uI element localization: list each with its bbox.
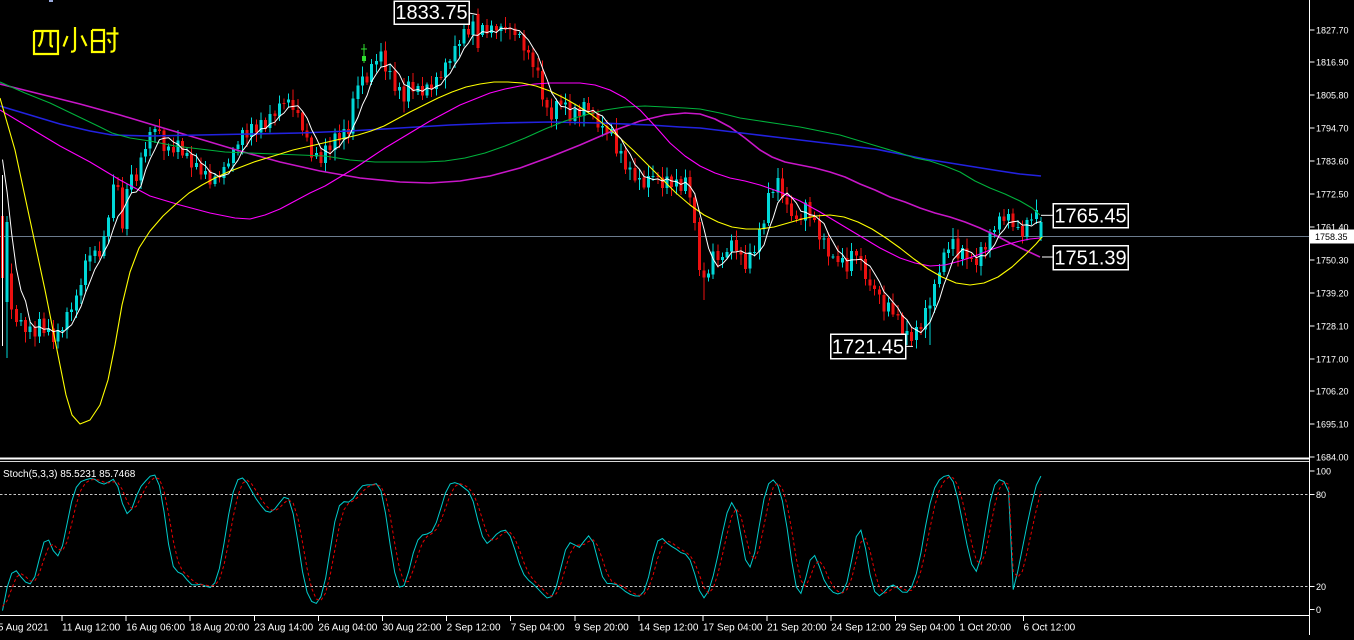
svg-text:100: 100 <box>1316 467 1331 477</box>
svg-text:11 Aug 12:00: 11 Aug 12:00 <box>62 623 121 634</box>
svg-text:1765.45: 1765.45 <box>1054 206 1126 228</box>
svg-text:1805.80: 1805.80 <box>1316 90 1349 100</box>
svg-text:30 Aug 22:00: 30 Aug 22:00 <box>383 623 442 634</box>
svg-text:2 Sep 12:00: 2 Sep 12:00 <box>447 623 501 634</box>
svg-text:1833.75: 1833.75 <box>395 2 467 24</box>
svg-text:1827.70: 1827.70 <box>1316 25 1349 35</box>
svg-text:7 Sep 04:00: 7 Sep 04:00 <box>511 623 565 634</box>
svg-text:1761.40: 1761.40 <box>1316 222 1349 232</box>
svg-text:1783.60: 1783.60 <box>1316 156 1349 166</box>
svg-text:1706.20: 1706.20 <box>1316 387 1349 397</box>
svg-text:1794.70: 1794.70 <box>1316 123 1349 133</box>
svg-text:29 Sep 04:00: 29 Sep 04:00 <box>895 623 955 634</box>
svg-text:17 Sep 04:00: 17 Sep 04:00 <box>703 623 763 634</box>
svg-text:1717.00: 1717.00 <box>1316 354 1349 364</box>
svg-text:0: 0 <box>1316 605 1321 615</box>
svg-text:23 Aug 14:00: 23 Aug 14:00 <box>254 623 313 634</box>
svg-text:24 Sep 12:00: 24 Sep 12:00 <box>831 623 891 634</box>
svg-text:9 Sep 20:00: 9 Sep 20:00 <box>575 623 629 634</box>
svg-text:1750.30: 1750.30 <box>1316 255 1349 265</box>
svg-text:1758.35: 1758.35 <box>1315 232 1348 242</box>
svg-text:26 Aug 04:00: 26 Aug 04:00 <box>318 623 377 634</box>
svg-text:16 Aug 06:00: 16 Aug 06:00 <box>126 623 185 634</box>
svg-text:1695.10: 1695.10 <box>1316 420 1349 430</box>
svg-text:1772.50: 1772.50 <box>1316 189 1349 199</box>
svg-text:1721.45: 1721.45 <box>832 337 904 359</box>
svg-text:20: 20 <box>1316 582 1326 592</box>
svg-text:1751.39: 1751.39 <box>1054 248 1126 270</box>
svg-text:1816.90: 1816.90 <box>1316 57 1349 67</box>
svg-text:14 Sep 12:00: 14 Sep 12:00 <box>639 623 699 634</box>
svg-text:80: 80 <box>1316 490 1326 500</box>
svg-text:6 Oct 12:00: 6 Oct 12:00 <box>1024 623 1076 634</box>
svg-text:1 Oct 20:00: 1 Oct 20:00 <box>959 623 1011 634</box>
svg-text:18 Aug 20:00: 18 Aug 20:00 <box>190 623 249 634</box>
svg-text:5 Aug 2021: 5 Aug 2021 <box>0 623 49 634</box>
svg-text:Stoch(5,3,3) 85.5231 85.7468: Stoch(5,3,3) 85.5231 85.7468 <box>3 469 136 480</box>
svg-text:1728.10: 1728.10 <box>1316 321 1349 331</box>
svg-text:1684.00: 1684.00 <box>1316 453 1349 463</box>
svg-text:1739.20: 1739.20 <box>1316 288 1349 298</box>
svg-text:21 Sep 20:00: 21 Sep 20:00 <box>767 623 827 634</box>
